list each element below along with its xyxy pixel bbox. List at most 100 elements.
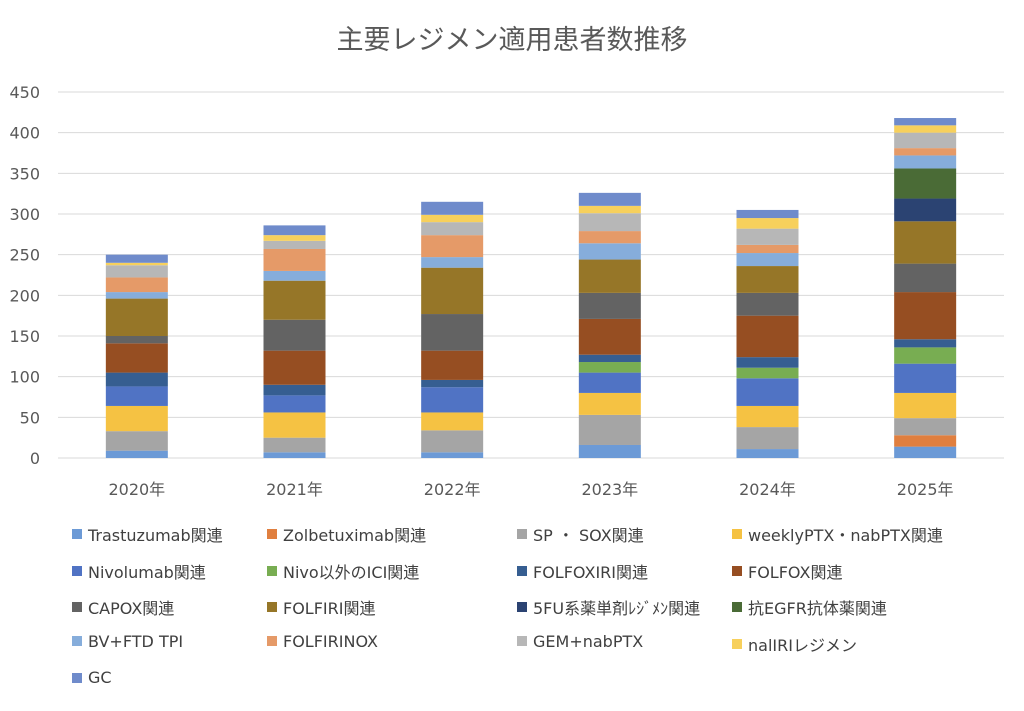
bar-segment — [578, 318, 641, 355]
bar-segment — [736, 244, 799, 254]
legend-swatch — [267, 636, 277, 646]
bar-segment — [736, 449, 799, 458]
y-axis-ticks: 0 50 100 150 200 250 300 350 400 450 — [9, 83, 40, 468]
y-tick-label: 300 — [9, 205, 40, 224]
bar-segment — [105, 431, 168, 451]
legend-item: 5FU系薬単剤ﾚｼﾞﾒﾝ関連 — [517, 595, 700, 619]
legend-swatch — [517, 529, 527, 539]
bar-segment — [421, 314, 484, 351]
legend-label: GC — [88, 668, 112, 687]
bar-segment — [736, 253, 799, 267]
chart-title: 主要レジメン適用患者数推移 — [336, 25, 688, 56]
bar-segment — [263, 452, 326, 458]
bar-segment — [736, 357, 799, 368]
x-tick-label: 2022年 — [424, 480, 481, 499]
bar-segment — [578, 392, 641, 415]
bars — [105, 118, 957, 458]
legend-label: GEM+nabPTX — [533, 631, 644, 651]
x-tick-label: 2020年 — [108, 480, 165, 499]
x-tick-label: 2023年 — [581, 480, 638, 499]
bar-segment — [894, 363, 957, 393]
bar-segment — [736, 266, 799, 293]
bar-segment — [263, 225, 326, 236]
legend-item: GEM+nabPTX — [517, 632, 643, 651]
bar-segment — [894, 155, 957, 169]
legend-swatch — [72, 672, 82, 683]
bar-segment — [894, 292, 957, 340]
y-tick-label: 450 — [9, 83, 40, 102]
y-tick-label: 400 — [9, 124, 40, 143]
bar-segment — [736, 228, 799, 245]
bar-segment — [578, 243, 641, 260]
legend-item: GC — [72, 668, 112, 687]
bar-segment — [578, 414, 641, 445]
bar-segment — [894, 148, 957, 156]
bar-segment — [736, 367, 799, 379]
bar-segment — [894, 221, 957, 264]
y-tick-label: 250 — [9, 246, 40, 265]
legend-label: FOLFOX関連 — [748, 562, 843, 582]
bar-segment — [263, 248, 326, 271]
bar-segment — [105, 298, 168, 336]
legend-item: FOLFIRINOX — [267, 632, 378, 651]
y-tick-label: 50 — [20, 408, 40, 427]
bar-segment — [421, 379, 484, 388]
legend-label: CAPOX関連 — [88, 599, 175, 618]
legend-item: Nivolumab関連 — [72, 559, 206, 583]
bar-segment — [421, 222, 484, 236]
legend-label: FOLFIRI関連 — [283, 599, 376, 618]
bar-segment — [105, 262, 168, 266]
bar-segment — [421, 267, 484, 315]
bar-segment — [105, 372, 168, 387]
bar-segment — [421, 235, 484, 258]
bar-segment — [105, 343, 168, 373]
bar-segment — [105, 405, 168, 432]
bar-segment — [263, 235, 326, 241]
bar-segment — [578, 354, 641, 363]
bar-segment — [894, 339, 957, 348]
bar-segment — [578, 362, 641, 373]
bar-segment — [263, 319, 326, 351]
bar-segment — [105, 292, 168, 299]
bar-stack — [736, 209, 799, 458]
legend-swatch — [732, 565, 742, 576]
bar-segment — [421, 350, 484, 380]
bar-segment — [736, 218, 799, 229]
legend-swatch — [517, 602, 527, 612]
legend-label: 5FU系薬単剤ﾚｼﾞﾒﾝ関連 — [533, 599, 701, 618]
x-axis-ticks: 2020年 2021年 2022年 2023年 2024年 2025年 — [108, 480, 953, 499]
legend-swatch — [732, 638, 742, 649]
bar-segment — [263, 280, 326, 320]
legend-swatch — [267, 565, 277, 576]
bar-segment — [894, 263, 957, 293]
bar-segment — [578, 259, 641, 293]
bar-segment — [105, 450, 168, 458]
bar-segment — [894, 198, 957, 222]
legend-swatch — [732, 602, 742, 612]
bar-segment — [105, 386, 168, 406]
bar-segment — [263, 395, 326, 413]
legend-label: BV+FTD TPI — [88, 631, 184, 651]
legend-label: Nivolumab関連 — [88, 562, 206, 582]
legend-label: Zolbetuximab関連 — [283, 526, 427, 545]
bar-segment — [894, 118, 957, 126]
bar-segment — [421, 257, 484, 268]
y-tick-label: 350 — [9, 164, 40, 183]
legend-label: 抗EGFR抗体薬関連 — [748, 599, 887, 618]
bar-segment — [894, 418, 957, 436]
bar-stack — [263, 225, 326, 458]
legend-swatch — [72, 565, 82, 576]
legend-item: FOLFIRI関連 — [267, 595, 375, 619]
legend-item: Zolbetuximab関連 — [267, 522, 426, 546]
x-tick-label: 2025年 — [897, 480, 954, 499]
y-tick-label: 100 — [9, 368, 40, 387]
legend-item: CAPOX関連 — [72, 595, 174, 619]
legend-label: FOLFOXIRI関連 — [533, 562, 649, 582]
bar-segment — [736, 209, 799, 219]
bar-segment — [421, 214, 484, 223]
bar-segment — [263, 412, 326, 438]
legend-label: Trastuzumab関連 — [88, 526, 223, 545]
bar-segment — [736, 378, 799, 406]
bar-segment — [578, 192, 641, 206]
bar-segment — [894, 125, 957, 133]
